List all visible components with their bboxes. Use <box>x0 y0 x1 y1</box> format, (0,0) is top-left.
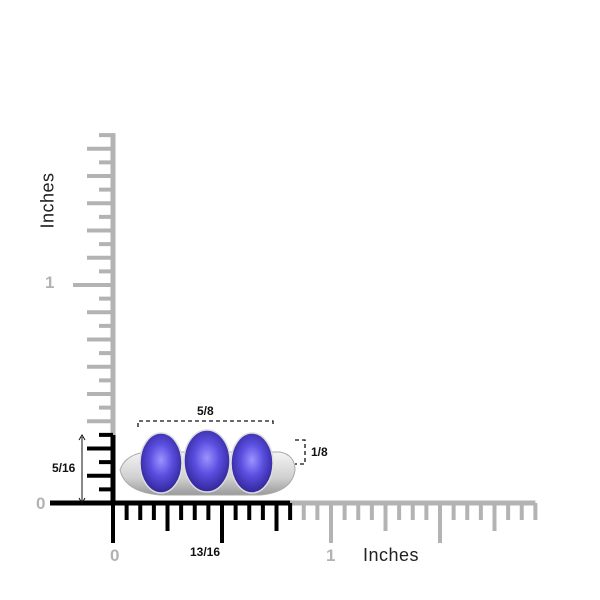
width-label: 13/16 <box>190 545 221 559</box>
horizontal-axis-title: Inches <box>363 545 420 565</box>
vertical-axis-title: Inches <box>37 172 58 229</box>
stone-span-bracket <box>137 420 274 427</box>
stone-height-label: 1/8 <box>311 445 328 459</box>
horizontal-tick-1: 1 <box>326 546 336 565</box>
gem-right <box>230 432 274 494</box>
vertical-tick-0: 0 <box>36 494 46 513</box>
stone-height-bracket <box>295 439 306 465</box>
gem-left <box>139 432 183 494</box>
vertical-tick-1: 1 <box>45 273 55 292</box>
height-label: 5/16 <box>52 461 76 475</box>
stone-span-label: 5/8 <box>197 404 214 418</box>
gem-center <box>183 429 231 493</box>
horizontal-tick-0: 0 <box>110 546 120 565</box>
height-arrow <box>78 434 86 504</box>
